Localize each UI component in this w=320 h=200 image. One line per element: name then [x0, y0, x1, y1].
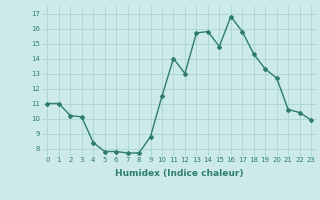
X-axis label: Humidex (Indice chaleur): Humidex (Indice chaleur) — [115, 169, 244, 178]
